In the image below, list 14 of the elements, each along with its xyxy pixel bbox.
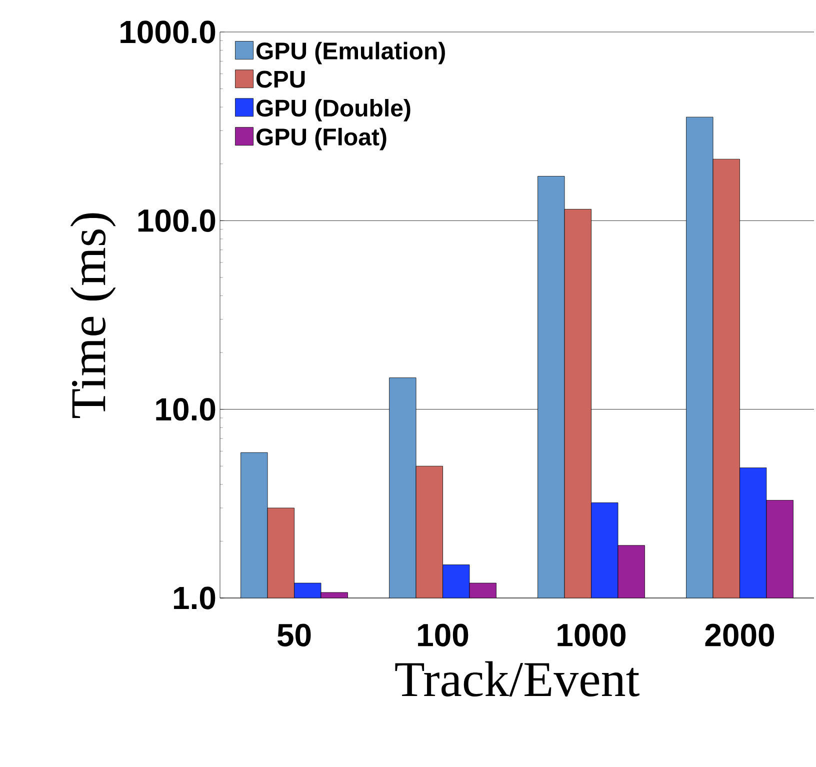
y-tick-label: 100.0	[138, 209, 216, 232]
legend-label: GPU (Float)	[256, 128, 386, 150]
x-tick-label: 100	[418, 624, 468, 646]
y-axis-title: Time (ms)	[70, 213, 116, 418]
x-tick-label: 1000	[558, 624, 626, 646]
y-tick-label: 1.0	[174, 586, 216, 610]
y-tick-label: 10.0	[156, 398, 216, 421]
x-tick-label: 50	[277, 624, 311, 646]
x-tick-label: 2000	[705, 624, 774, 646]
legend-label: GPU (Emulation)	[256, 42, 445, 64]
legend-label: GPU (Double)	[256, 98, 410, 122]
y-tick-label: 1000.0	[120, 20, 216, 44]
x-axis-title: Track/Event	[395, 661, 640, 696]
legend-label: CPU	[256, 70, 305, 88]
